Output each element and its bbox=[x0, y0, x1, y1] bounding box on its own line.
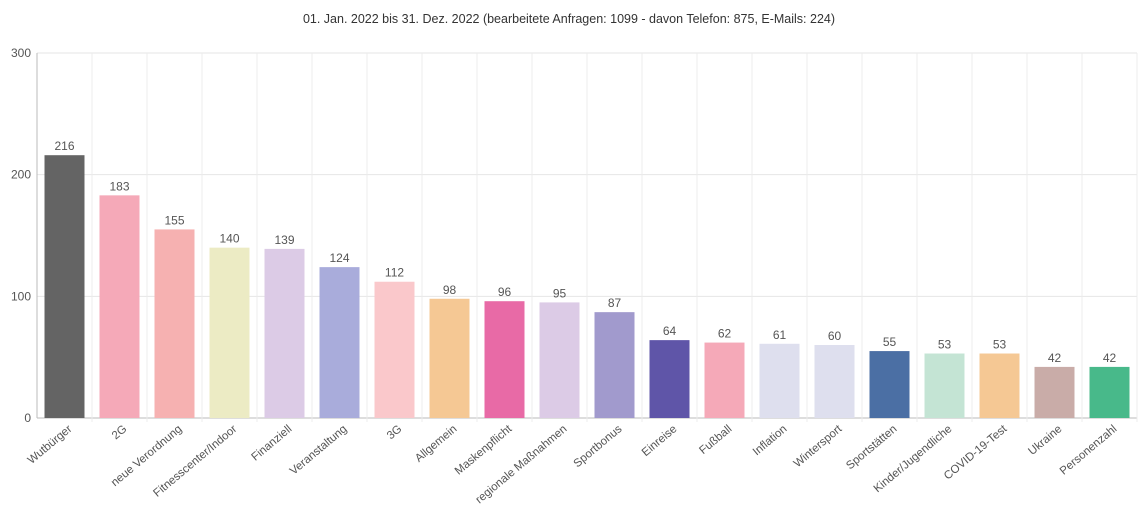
y-tick-label: 300 bbox=[11, 46, 31, 60]
category-label: Sportstätten bbox=[844, 423, 899, 472]
data-label: 124 bbox=[329, 251, 349, 265]
bar bbox=[429, 298, 470, 418]
data-label: 53 bbox=[938, 338, 952, 352]
bar bbox=[374, 281, 415, 418]
bar bbox=[44, 155, 85, 418]
data-label: 53 bbox=[993, 338, 1007, 352]
bar bbox=[1034, 366, 1075, 418]
category-label: Finanziell bbox=[250, 423, 295, 463]
bar bbox=[1089, 366, 1130, 418]
data-label: 98 bbox=[443, 283, 457, 297]
data-label: 183 bbox=[109, 179, 129, 193]
chart-title: 01. Jan. 2022 bis 31. Dez. 2022 (bearbei… bbox=[302, 12, 836, 26]
bar bbox=[869, 351, 910, 418]
data-label: 216 bbox=[54, 139, 74, 153]
category-label: Veranstaltung bbox=[288, 423, 350, 477]
bar bbox=[814, 345, 855, 418]
data-label: 95 bbox=[553, 286, 567, 300]
data-label: 61 bbox=[773, 328, 787, 342]
bar bbox=[99, 195, 140, 418]
bar bbox=[484, 301, 525, 418]
bar bbox=[154, 229, 195, 418]
data-label: 96 bbox=[498, 285, 512, 299]
data-label: 64 bbox=[663, 324, 677, 338]
category-label: Allgemein bbox=[413, 423, 459, 465]
y-tick-label: 100 bbox=[11, 289, 31, 303]
category-label: Einreise bbox=[640, 423, 680, 459]
category-label: Wutbürger bbox=[26, 423, 75, 467]
category-label: regionale Maßnahmen bbox=[474, 423, 570, 506]
category-label: Sportbonus bbox=[572, 423, 625, 470]
category-label: Wintersport bbox=[792, 423, 845, 471]
category-label: Personenzahl bbox=[1058, 423, 1120, 477]
category-label: 2G bbox=[110, 423, 130, 442]
bar bbox=[759, 343, 800, 418]
category-label: 3G bbox=[385, 423, 405, 442]
category-label: Inflation bbox=[751, 423, 790, 458]
bar bbox=[924, 353, 965, 418]
data-label: 62 bbox=[718, 327, 732, 341]
data-label: 42 bbox=[1048, 351, 1062, 365]
bar bbox=[594, 312, 635, 418]
data-label: 60 bbox=[828, 329, 842, 343]
bar bbox=[704, 342, 745, 418]
data-label: 87 bbox=[608, 296, 622, 310]
category-label: Ukraine bbox=[1026, 423, 1064, 458]
bar bbox=[209, 247, 250, 418]
data-label: 55 bbox=[883, 335, 897, 349]
data-label: 155 bbox=[164, 213, 184, 227]
bar bbox=[979, 353, 1020, 418]
bar bbox=[539, 302, 580, 418]
bar bbox=[264, 248, 305, 418]
bar bbox=[649, 340, 690, 418]
data-label: 112 bbox=[385, 266, 404, 280]
category-label: Fußball bbox=[697, 423, 734, 457]
data-label: 42 bbox=[1103, 351, 1117, 365]
data-label: 139 bbox=[274, 233, 294, 247]
y-tick-label: 200 bbox=[11, 168, 31, 182]
bar bbox=[319, 267, 360, 418]
data-label: 140 bbox=[219, 232, 239, 246]
y-tick-label: 0 bbox=[24, 411, 31, 425]
